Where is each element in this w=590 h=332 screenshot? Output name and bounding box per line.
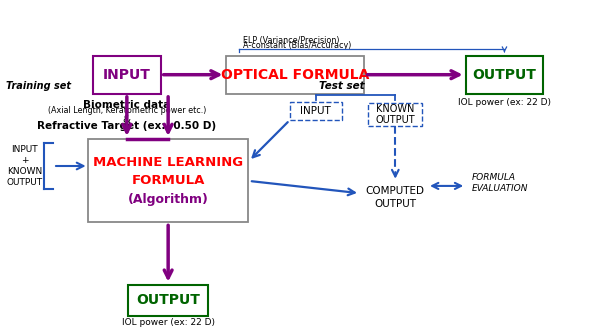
Text: A-constant (Bias/Accuracy): A-constant (Bias/Accuracy) [243,41,352,50]
Text: FORMULA: FORMULA [132,174,205,188]
Text: INPUT: INPUT [103,68,151,82]
Text: (Axial Length, Keratometric power etc.): (Axial Length, Keratometric power etc.) [48,106,206,115]
FancyBboxPatch shape [290,102,342,120]
FancyBboxPatch shape [466,55,543,94]
Text: KNOWN
OUTPUT: KNOWN OUTPUT [375,104,415,125]
FancyBboxPatch shape [93,55,160,94]
FancyBboxPatch shape [225,55,364,94]
FancyBboxPatch shape [128,285,208,316]
Text: COMPUTED
OUTPUT: COMPUTED OUTPUT [366,186,425,209]
Text: Training set: Training set [6,81,71,91]
Text: OPTICAL FORMULA: OPTICAL FORMULA [221,68,369,82]
Text: INPUT: INPUT [300,106,331,116]
Text: Refractive Target (ex: -0.50 D): Refractive Target (ex: -0.50 D) [37,121,217,131]
Text: Biometric data: Biometric data [83,100,171,110]
Text: INPUT
+
KNOWN
OUTPUT: INPUT + KNOWN OUTPUT [6,145,43,187]
Text: Test set: Test set [319,81,365,91]
Text: (Algorithm): (Algorithm) [127,193,209,206]
FancyBboxPatch shape [368,103,422,126]
Text: &: & [123,115,131,124]
FancyBboxPatch shape [88,139,248,222]
Text: IOL power (ex: 22 D): IOL power (ex: 22 D) [458,98,551,107]
Text: OUTPUT: OUTPUT [473,68,536,82]
Text: FORMULA
EVALUATION: FORMULA EVALUATION [472,173,529,193]
Text: ELP (Variance/Precision): ELP (Variance/Precision) [243,36,340,45]
Text: IOL power (ex: 22 D): IOL power (ex: 22 D) [122,318,215,327]
Text: OUTPUT: OUTPUT [136,293,200,307]
Text: MACHINE LEARNING: MACHINE LEARNING [93,156,243,169]
